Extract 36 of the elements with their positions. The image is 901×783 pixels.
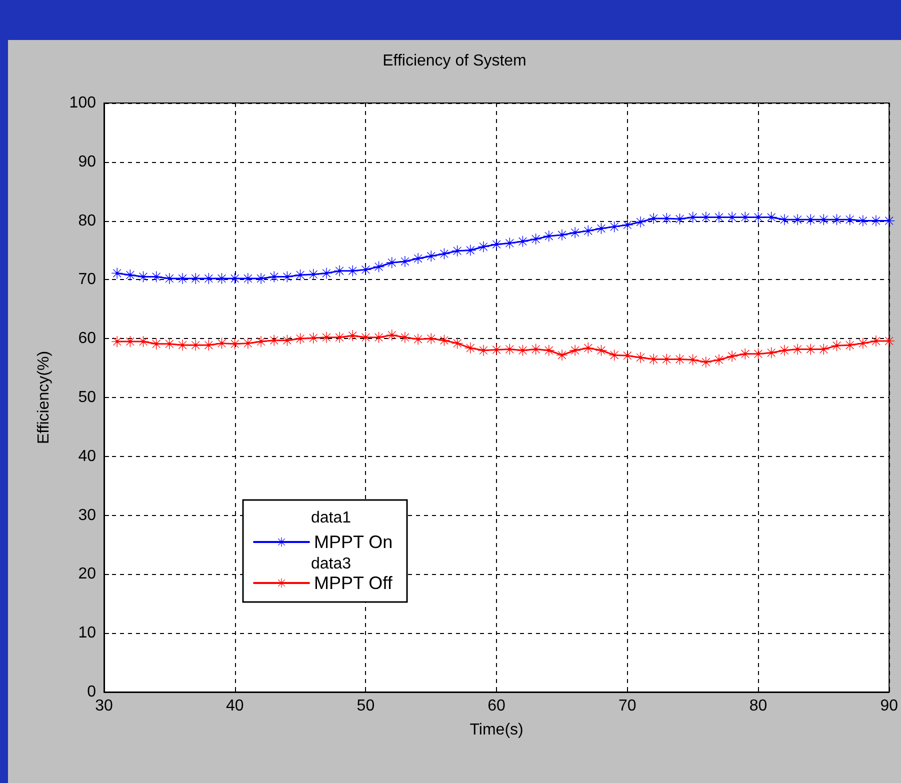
y-tick-label: 80 [78,212,96,230]
point [399,256,410,267]
y-tick-label: 50 [78,389,96,406]
x-tick-label: 40 [226,698,244,714]
point [242,273,254,284]
x-tick-label: 80 [749,698,768,714]
y-tick-label: 30 [78,506,96,524]
point [399,332,410,343]
x-tick-label: 90 [880,698,898,714]
y-tick-label: 60 [78,330,96,348]
y-tick-label: 90 [78,153,96,170]
legend-label: MPPT Off [314,573,394,593]
point [320,332,332,343]
y-tick-label: 20 [78,566,96,583]
x-tick-label: 60 [488,698,506,714]
y-tick-label: 10 [78,624,96,642]
y-tick-label: 0 [87,684,96,700]
point [634,352,646,363]
x-axis-title: Time(s) [470,722,524,738]
point [556,229,568,240]
point [648,212,660,224]
y-axis-title: Efficiency(%) [36,350,52,444]
x-tick-label: 30 [95,698,113,714]
annotation: data3 [311,556,352,572]
legend-label: MPPT On [314,532,393,552]
y-tick-label: 70 [78,271,96,288]
y-tick-label: 100 [69,94,96,112]
y-tick-label: 40 [78,448,96,465]
point [334,332,346,343]
point [177,340,188,351]
point [870,335,882,346]
x-tick-label: 70 [618,698,636,714]
annotation: data1 [311,510,352,526]
x-tick-label: 50 [356,698,375,714]
point [164,273,175,284]
chart-title: Efficiency of System [382,52,526,70]
